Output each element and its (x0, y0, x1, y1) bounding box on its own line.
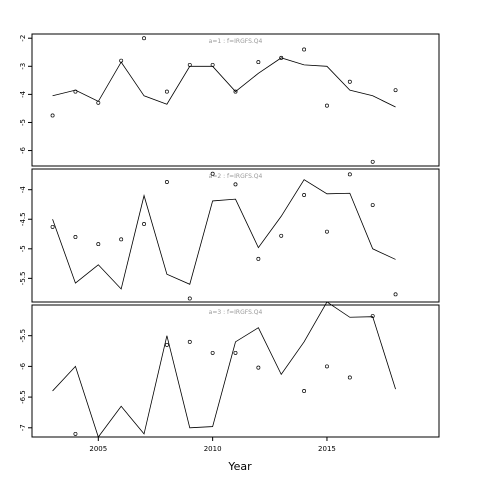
observed-point (256, 365, 261, 370)
observed-point (233, 89, 238, 94)
observed-point (233, 350, 238, 355)
observed-point (73, 431, 78, 436)
observed-point (302, 389, 307, 393)
fitted-line (52, 179, 396, 290)
fitted-line (52, 301, 396, 438)
observed-point (50, 224, 55, 229)
fitted-line (52, 57, 396, 108)
x-tick-label: 2005 (89, 445, 107, 453)
y-tick-label: -4 (19, 186, 27, 194)
y-tick-label: -5.5 (19, 272, 27, 286)
observed-point (164, 342, 169, 347)
panel-frame (31, 33, 440, 167)
observed-point (210, 171, 215, 176)
panel-3: a=3 : f=IRGFS.Q4 -5.5 -6 -6.5 -7 (19, 301, 440, 438)
y-tick-label: -6 (19, 147, 27, 155)
y-tick-label: -5 (19, 245, 27, 252)
panel-1: a=1 : f=IRGFS.Q4 -2 -3 -4 -5 -6 (19, 33, 440, 167)
observed-point (187, 62, 192, 67)
y-tick-label: -5.5 (19, 329, 27, 343)
observed-point (370, 203, 375, 208)
y-tick-label: -4.5 (19, 212, 27, 226)
observed-point (164, 89, 169, 94)
observed-point (142, 36, 146, 41)
observed-point (119, 237, 124, 242)
panels-group: a=1 : f=IRGFS.Q4 -2 -3 -4 -5 -6 a=2 : f=IRGFS.… (19, 33, 440, 438)
observed-point (210, 350, 215, 355)
observed-point (347, 375, 352, 380)
panel-frame (31, 304, 440, 438)
observed-point (325, 229, 329, 234)
panel-frame (31, 168, 440, 303)
observed-point (164, 180, 169, 184)
observed-point (393, 292, 398, 297)
observed-point (50, 113, 55, 118)
observed-point (325, 364, 329, 369)
observed-point (187, 339, 192, 344)
y-tick-label: -3 (19, 63, 27, 70)
y-tick-label: -6.5 (19, 390, 27, 404)
observed-point (73, 235, 78, 239)
observed-point (187, 296, 192, 301)
observed-point (347, 79, 352, 84)
observed-point (370, 159, 375, 164)
observed-point (302, 47, 307, 52)
observed-point (279, 55, 284, 60)
observed-point (393, 88, 398, 93)
y-tick-label: -2 (19, 35, 27, 42)
panel-strip-label: a=2 : f=IRGFS.Q4 (209, 173, 263, 180)
observed-point (347, 172, 352, 177)
y-tick-label: -5 (19, 119, 27, 126)
observed-point (233, 182, 238, 187)
observed-point (96, 100, 101, 105)
x-tick-label: 2015 (318, 445, 336, 453)
observed-point (256, 256, 261, 261)
observed-point (210, 62, 215, 67)
observed-point (73, 89, 78, 94)
observed-point (370, 314, 375, 319)
panel-strip-label: a=3 : f=IRGFS.Q4 (209, 309, 263, 316)
observed-point (279, 233, 284, 238)
panel-2: a=2 : f=IRGFS.Q4 -4 -4.5 -5 -5.5 (19, 168, 440, 303)
x-tick-label: 2010 (204, 445, 222, 453)
y-tick-label: -7 (19, 424, 27, 431)
observed-point (302, 193, 307, 197)
y-tick-label: -4 (19, 90, 27, 98)
x-axis-label: Year (227, 460, 252, 473)
y-tick-label: -6 (19, 362, 27, 370)
observed-point (325, 103, 329, 108)
observed-point (256, 60, 261, 65)
observed-point (96, 242, 101, 247)
observed-point (119, 58, 124, 63)
x-axis: 2005 2010 2015 (89, 437, 336, 453)
panel-strip-label: a=1 : f=IRGFS.Q4 (209, 38, 263, 45)
observed-point (142, 222, 146, 226)
